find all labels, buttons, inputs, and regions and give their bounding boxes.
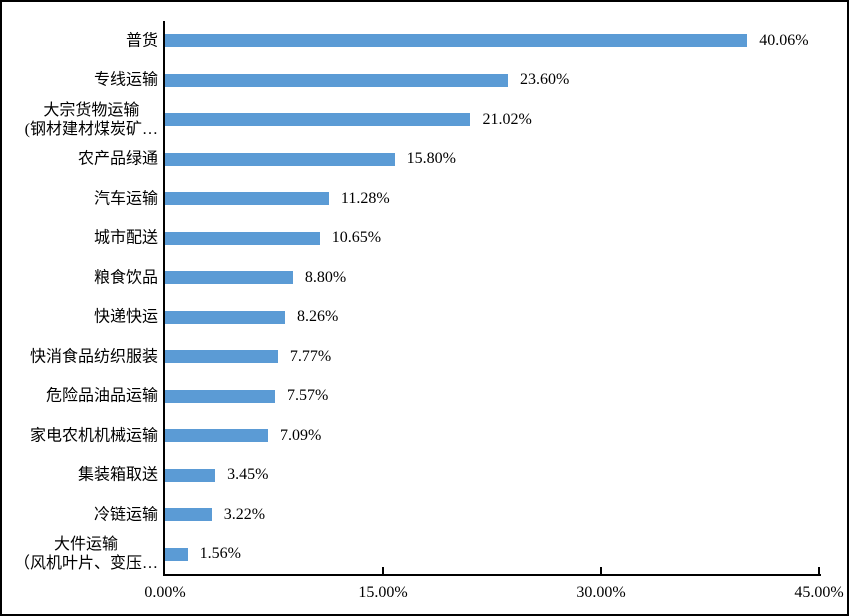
- x-axis-tick-label: 0.00%: [144, 584, 186, 601]
- bar: [165, 310, 286, 324]
- x-axis-tick: [818, 567, 820, 575]
- category-label: 快递快运: [6, 308, 158, 327]
- x-axis-tick: [382, 567, 384, 575]
- category-label: 大宗货物运输 (钢材建材煤炭矿…: [6, 101, 158, 139]
- value-label: 1.56%: [199, 545, 241, 563]
- y-axis-line: [163, 21, 165, 576]
- value-label: 23.60%: [519, 71, 570, 89]
- value-label: 40.06%: [759, 31, 809, 49]
- bar: [165, 113, 471, 127]
- bar: [165, 468, 216, 482]
- value-label: 21.02%: [482, 110, 532, 128]
- value-label: 8.26%: [297, 308, 339, 326]
- category-label: 冷链运输: [6, 505, 158, 524]
- category-label-text: 家电农机机械运输: [29, 427, 158, 445]
- x-axis-tick-label: 45.00%: [794, 584, 844, 601]
- category-label-text: 冷链运输: [93, 506, 158, 524]
- category-label: 家电农机机械运输: [6, 426, 158, 445]
- category-label-text: 汽车运输: [93, 190, 158, 208]
- category-label: 快消食品纺织服装: [6, 347, 158, 366]
- bar: [165, 389, 276, 403]
- x-axis-tick: [600, 567, 602, 575]
- category-label-text: 城市配送: [93, 229, 158, 247]
- value-label: 3.45%: [227, 466, 269, 484]
- value-label: 11.28%: [340, 189, 390, 207]
- value-label: 3.22%: [223, 505, 266, 523]
- bar: [165, 34, 748, 48]
- category-label-text: 粮食饮品: [93, 269, 158, 287]
- value-label: 7.09%: [280, 426, 322, 444]
- value-label: 7.57%: [287, 387, 329, 405]
- category-label: 普货: [6, 31, 158, 50]
- category-label-text: 快消食品纺织服装: [29, 348, 158, 366]
- bar: [165, 73, 508, 87]
- category-label-text: 集装箱取送: [77, 466, 158, 484]
- value-label: 7.77%: [289, 347, 332, 365]
- bar: [165, 350, 278, 364]
- value-label: 10.65%: [331, 229, 382, 247]
- category-label-text: 农产品绿通: [77, 150, 158, 168]
- category-label-text: 大件运输 （风机叶片、变压…: [13, 536, 158, 573]
- x-axis-line: [163, 574, 821, 576]
- category-label: 集装箱取送: [6, 466, 158, 485]
- value-label: 15.80%: [406, 150, 456, 168]
- value-label: 8.80%: [304, 268, 347, 286]
- bar: [165, 429, 269, 443]
- bar: [165, 271, 293, 285]
- category-label: 城市配送: [6, 229, 158, 248]
- category-label-text: 专线运输: [93, 71, 158, 89]
- bar: [165, 192, 329, 206]
- category-label: 危险品油品运输: [6, 387, 158, 406]
- bar: [165, 508, 212, 522]
- category-label: 粮食饮品: [6, 268, 158, 287]
- category-label-text: 危险品油品运输: [45, 387, 158, 405]
- x-axis-tick-label: 30.00%: [576, 584, 626, 601]
- bar: [165, 231, 320, 245]
- category-label-text: 普货: [125, 32, 158, 50]
- category-label: 专线运输: [6, 71, 158, 90]
- category-label: 大件运输 （风机叶片、变压…: [6, 535, 158, 573]
- category-label-text: 快递快运: [93, 308, 158, 326]
- x-axis-tick-label: 15.00%: [358, 584, 408, 601]
- bar: [165, 547, 188, 561]
- bar: [165, 152, 395, 166]
- category-label: 农产品绿通: [6, 150, 158, 169]
- category-label-text: 大宗货物运输 (钢材建材煤炭矿…: [24, 101, 158, 138]
- category-label: 汽车运输: [6, 189, 158, 208]
